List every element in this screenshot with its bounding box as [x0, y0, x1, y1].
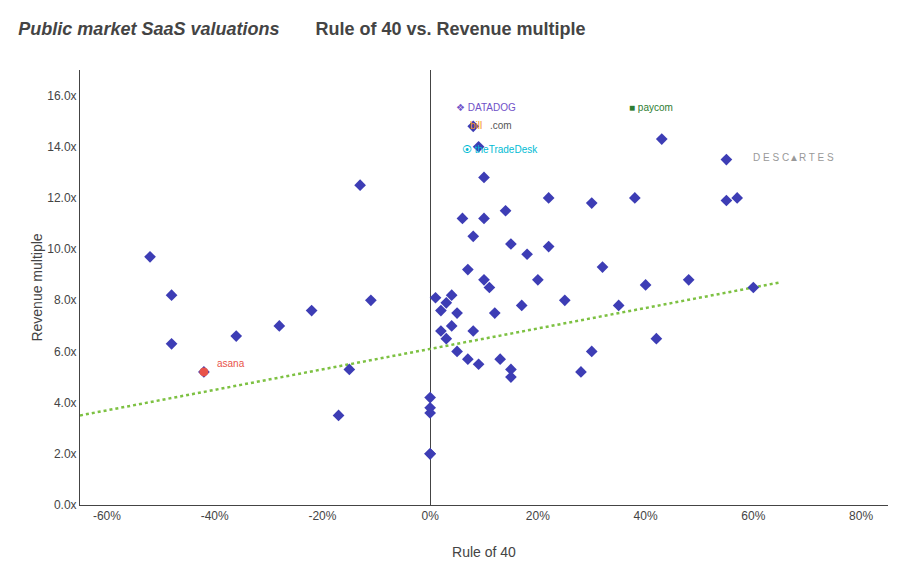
svg-text:0.0x: 0.0x	[54, 498, 77, 512]
svg-text:80%: 80%	[849, 509, 873, 523]
svg-text:-60%: -60%	[93, 509, 121, 523]
svg-text:Rule of 40: Rule of 40	[452, 544, 516, 560]
svg-text:⦿ theTradeDesk: ⦿ theTradeDesk	[462, 144, 538, 155]
svg-text:60%: 60%	[741, 509, 765, 523]
svg-text:-40%: -40%	[201, 509, 229, 523]
svg-text:2.0x: 2.0x	[54, 447, 77, 461]
svg-text:20%: 20%	[526, 509, 550, 523]
svg-text:40%: 40%	[634, 509, 658, 523]
svg-text:0%: 0%	[421, 509, 439, 523]
svg-text:Revenue multiple: Revenue multiple	[29, 233, 45, 341]
svg-text:10.0x: 10.0x	[47, 242, 76, 256]
svg-text:Public market SaaS valuations: Public market SaaS valuations Rule of 40…	[18, 19, 585, 39]
svg-text:4.0x: 4.0x	[54, 396, 77, 410]
svg-text:asana: asana	[217, 358, 245, 369]
svg-text:D E S C▲R T E S: D E S C▲R T E S	[753, 152, 834, 163]
svg-text:.com: .com	[490, 120, 512, 131]
svg-text:-20%: -20%	[308, 509, 336, 523]
svg-text:❖ DATADOG: ❖ DATADOG	[456, 102, 516, 113]
svg-text:6.0x: 6.0x	[54, 345, 77, 359]
svg-text:■ paycom: ■ paycom	[629, 102, 673, 113]
svg-text:8.0x: 8.0x	[54, 293, 77, 307]
svg-text:16.0x: 16.0x	[47, 89, 76, 103]
svg-text:14.0x: 14.0x	[47, 140, 76, 154]
svg-text:bill: bill	[470, 120, 482, 131]
svg-text:12.0x: 12.0x	[47, 191, 76, 205]
